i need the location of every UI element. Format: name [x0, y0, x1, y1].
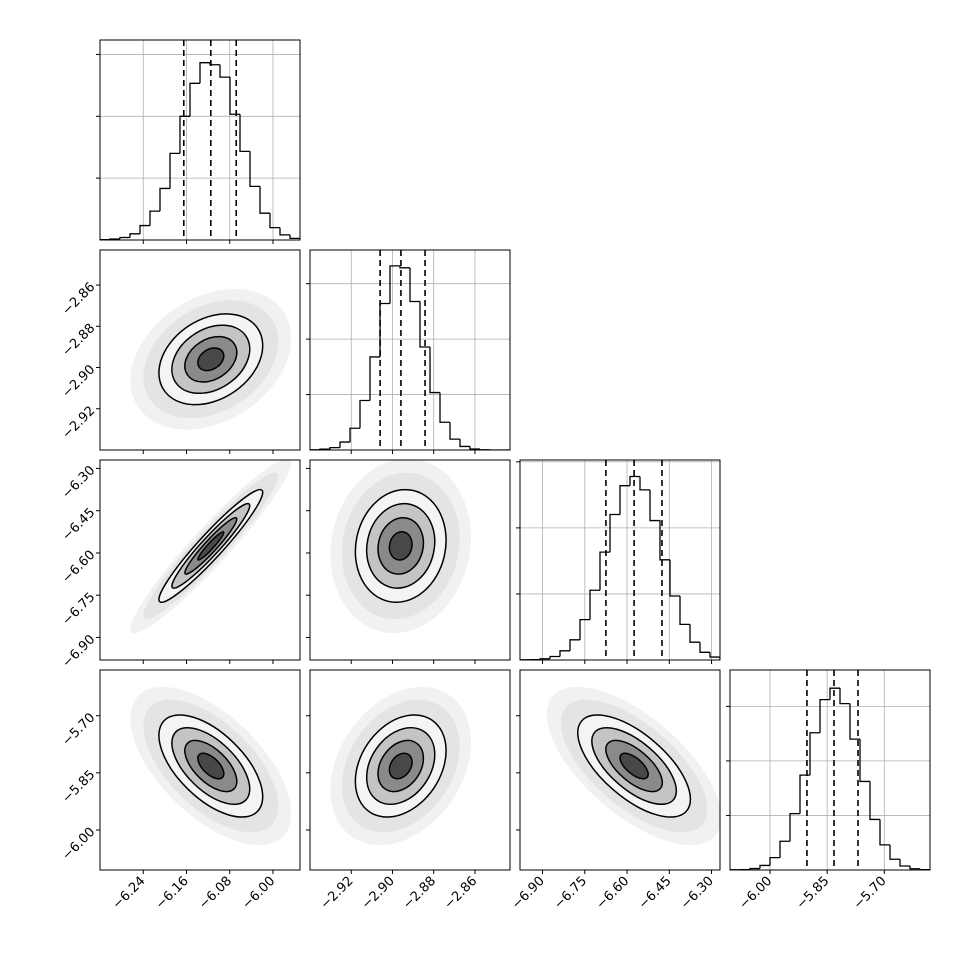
- histogram-bin: [849, 703, 860, 740]
- panel: [130, 288, 292, 430]
- contour: [197, 531, 225, 561]
- histogram-bin: [139, 224, 150, 234]
- histogram-bin: [779, 840, 790, 858]
- histogram-bin: [749, 867, 760, 870]
- panel-frame: [729, 669, 931, 871]
- panel: [730, 670, 930, 870]
- histogram-bin: [199, 62, 210, 84]
- histogram-bin: [429, 347, 440, 394]
- histogram-bin: [909, 866, 920, 870]
- histogram-bin: [839, 688, 850, 705]
- histogram-bin: [709, 652, 720, 660]
- contour: [388, 752, 413, 780]
- panel-frame: [309, 669, 511, 871]
- histogram-bin: [629, 475, 640, 486]
- contour: [197, 347, 225, 372]
- histogram-bin: [289, 234, 300, 240]
- histogram-bin: [539, 658, 550, 660]
- histogram-bin: [859, 739, 870, 783]
- panel: [310, 250, 510, 450]
- histogram-bin: [249, 151, 260, 188]
- panel: [130, 460, 292, 634]
- histogram-bin: [239, 114, 250, 152]
- panel-frame: [309, 249, 511, 451]
- histogram-bin: [579, 618, 590, 640]
- histogram-bin: [659, 520, 670, 561]
- histogram-bin: [109, 238, 120, 240]
- histogram-bin: [409, 267, 420, 303]
- histogram-bin: [449, 422, 460, 440]
- histogram-bin: [869, 781, 880, 821]
- panel: [330, 686, 472, 846]
- histogram-bin: [689, 624, 700, 643]
- histogram-bin: [809, 732, 820, 776]
- histogram-bin: [389, 265, 400, 304]
- histogram-bin: [669, 559, 680, 597]
- histogram-bin: [179, 115, 190, 154]
- histogram-bin: [459, 439, 470, 448]
- panel-frame: [99, 669, 301, 871]
- histogram-bin: [439, 392, 450, 423]
- histogram-bin: [879, 819, 890, 846]
- histogram-bin: [769, 856, 780, 866]
- histogram-bin: [819, 698, 830, 733]
- histogram-bin: [149, 210, 160, 226]
- histogram-bin: [339, 441, 350, 448]
- histogram-bin: [209, 62, 220, 66]
- histogram-bin: [649, 489, 660, 522]
- histogram-bin: [329, 446, 340, 450]
- contour: [388, 531, 413, 561]
- histogram-bin: [609, 513, 620, 553]
- histogram-bin: [549, 655, 560, 659]
- histogram-bin: [759, 864, 770, 869]
- histogram-bin: [419, 301, 430, 348]
- histogram-bin: [359, 399, 370, 429]
- panel: [546, 686, 720, 846]
- panel: [330, 460, 472, 634]
- histogram-bin: [569, 639, 580, 651]
- histogram-bin: [369, 356, 380, 401]
- histogram-bin: [259, 186, 270, 214]
- panel: [100, 40, 300, 240]
- panel-frame: [99, 39, 301, 241]
- histogram-bin: [129, 233, 140, 238]
- histogram-bin: [619, 485, 630, 515]
- histogram-bin: [679, 595, 690, 626]
- histogram-bin: [889, 844, 900, 860]
- histogram-bin: [469, 446, 480, 450]
- histogram-bin: [699, 642, 710, 653]
- panel-frame: [519, 669, 721, 871]
- contour: [197, 752, 225, 780]
- histogram-bin: [279, 227, 290, 236]
- histogram-bin: [589, 589, 600, 620]
- histogram-bin: [829, 687, 840, 700]
- histogram-bin: [559, 650, 570, 657]
- histogram-bin: [789, 812, 800, 842]
- histogram-bin: [119, 236, 130, 239]
- histogram-bin: [169, 152, 180, 189]
- histogram-bin: [269, 213, 280, 229]
- histogram-bin: [189, 82, 200, 117]
- panel-frame: [309, 459, 511, 661]
- panel: [520, 460, 720, 660]
- contour: [619, 752, 649, 780]
- panel: [130, 686, 292, 846]
- histogram-bin: [159, 187, 170, 212]
- histogram-bin: [899, 859, 910, 867]
- panel-frame: [99, 459, 301, 661]
- panel-frame: [99, 249, 301, 451]
- histogram-bin: [639, 476, 650, 491]
- histogram-bin: [219, 64, 230, 78]
- histogram-bin: [349, 427, 360, 443]
- histogram-bin: [399, 265, 410, 269]
- panel-frame: [519, 459, 721, 661]
